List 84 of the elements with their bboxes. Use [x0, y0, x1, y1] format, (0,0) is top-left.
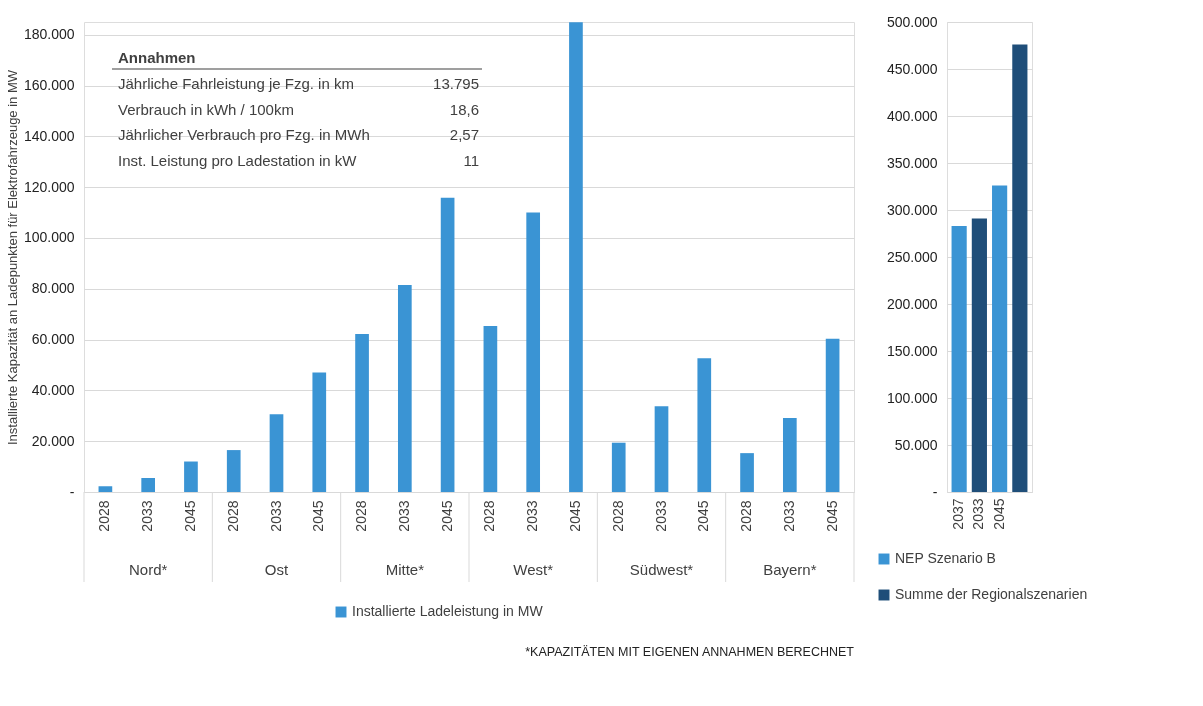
- y-tick-label: 300.000: [886, 201, 938, 218]
- y-tick-label: 400.000: [886, 107, 938, 124]
- x-tick-label: 2045: [823, 500, 840, 532]
- bar: [782, 418, 797, 492]
- y-tick-label: 450.000: [886, 60, 938, 77]
- bar: [992, 185, 1008, 492]
- x-tick-label: 2045: [695, 500, 712, 532]
- x-tick-label: 2045: [566, 500, 583, 532]
- y-tick-label: 80.000: [31, 280, 75, 297]
- x-tick-label: 2028: [481, 500, 498, 532]
- x-tick-label: 2033: [139, 500, 156, 532]
- x-tick-label: 2028: [96, 500, 113, 532]
- y-tick-label: 150.000: [886, 342, 938, 359]
- legend-label: Installierte Ladeleistung in MW: [352, 603, 544, 619]
- y-tick-label: 20.000: [31, 432, 75, 449]
- annotation: Jährlicher Verbrauch pro Fzg. in MWh: [118, 126, 370, 143]
- bar: [654, 406, 669, 492]
- x-tick-label: 2045: [181, 500, 198, 532]
- bar: [312, 372, 327, 492]
- x-tick-label: 2028: [609, 500, 626, 532]
- bar: [951, 225, 967, 492]
- x-tick-label: 2028: [224, 500, 241, 532]
- y-tick-label: 500.000: [886, 13, 938, 30]
- bar: [740, 453, 754, 492]
- legend-label: Summe der Regionalszenarien: [895, 586, 1088, 602]
- x-tick-label: 2028: [738, 500, 755, 532]
- x-tick-label: 2033: [524, 500, 541, 532]
- text: Ost: [264, 561, 289, 578]
- annotation: Inst. Leistung pro Ladestation in kW: [118, 151, 358, 169]
- legend-label: NEP Szenario B: [895, 550, 996, 566]
- annotation: Verbrauch in kWh / 100km: [118, 100, 294, 118]
- y-tick-label: 100.000: [886, 389, 938, 406]
- text: Mitte*: [385, 561, 425, 578]
- annotation: 18,6: [449, 100, 479, 118]
- annotation: Annahmen: [118, 49, 196, 66]
- text: *KAPAZITÄTEN MIT EIGENEN ANNAHMEN BERECHNET: [525, 645, 855, 659]
- y-tick-label: 40.000: [31, 381, 75, 398]
- annotation: Jährliche Fahrleistung je Fzg. in km: [118, 75, 354, 92]
- x-tick-label: 2033: [780, 500, 797, 532]
- bar: [141, 478, 156, 492]
- x-tick-label: 2045: [438, 500, 455, 532]
- x-tick-label: 2045: [990, 498, 1007, 530]
- bar: [98, 486, 113, 492]
- bar: [825, 338, 840, 492]
- x-tick-label: 2033: [970, 498, 987, 530]
- bar: [697, 358, 712, 492]
- text: Bayern*: [763, 561, 817, 578]
- x-tick-label: 2045: [310, 500, 327, 532]
- bar: [226, 450, 241, 492]
- text: Südwest*: [629, 561, 694, 578]
- bar: [440, 197, 455, 492]
- text: West*: [513, 561, 554, 578]
- y-tick-label: -: [69, 483, 75, 500]
- annotation: 11: [463, 151, 479, 169]
- bar: [355, 333, 369, 492]
- x-tick-label: 2037: [950, 498, 967, 530]
- bar: [611, 442, 626, 492]
- bar: [1012, 44, 1028, 492]
- annotation: 13.795: [433, 75, 479, 92]
- text: Nord*: [128, 561, 168, 578]
- bar: [269, 414, 284, 492]
- annotation: 2,57: [449, 126, 479, 143]
- y-axis-title: Installierte Kapazität an Ladepunkten für Elektrofahrzeuge in MW: [4, 69, 20, 446]
- y-tick-label: 160.000: [23, 77, 75, 94]
- bar: [526, 212, 541, 492]
- x-tick-label: 2033: [267, 500, 284, 532]
- bar: [971, 218, 987, 492]
- bar: [184, 461, 198, 492]
- bar: [397, 284, 412, 492]
- y-tick-label: 120.000: [23, 178, 75, 195]
- y-tick-label: 140.000: [23, 127, 75, 144]
- x-tick-label: 2033: [652, 500, 669, 532]
- y-tick-label: 60.000: [31, 331, 75, 348]
- x-tick-label: 2028: [353, 500, 370, 532]
- y-tick-label: 100.000: [23, 229, 75, 246]
- y-tick-label: -: [932, 483, 938, 500]
- y-tick-label: 350.000: [886, 154, 938, 171]
- y-tick-label: 200.000: [886, 295, 938, 312]
- x-tick-label: 2033: [395, 500, 412, 532]
- y-tick-label: 180.000: [23, 26, 75, 43]
- y-tick-label: 50.000: [894, 436, 938, 453]
- y-tick-label: 250.000: [886, 248, 938, 265]
- bar: [569, 22, 583, 492]
- bar: [483, 326, 498, 492]
